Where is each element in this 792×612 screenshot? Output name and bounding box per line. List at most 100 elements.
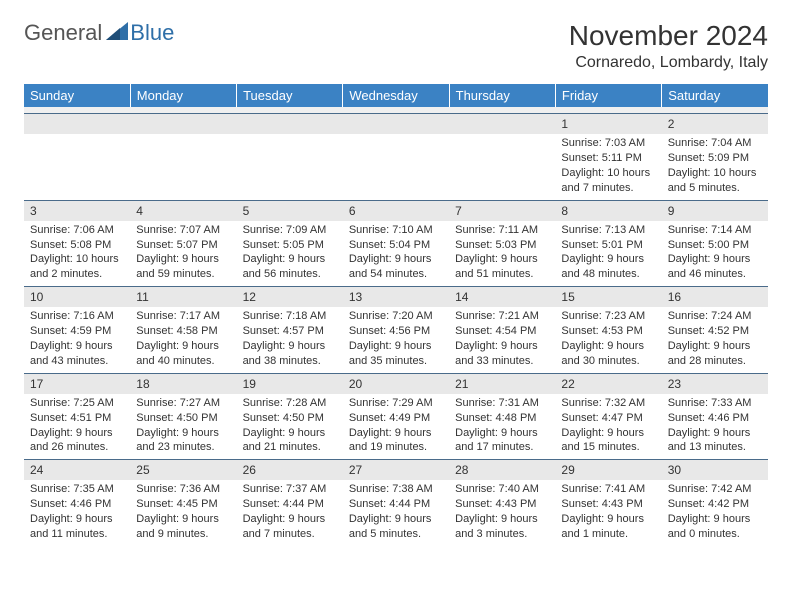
daylight-line2: and 56 minutes. [243,267,337,282]
day-number: 27 [343,459,449,480]
daylight-line2: and 19 minutes. [349,440,443,455]
calendar-week-row: 17Sunrise: 7:25 AMSunset: 4:51 PMDayligh… [24,373,768,460]
sunrise-text: Sunrise: 7:09 AM [243,223,337,238]
daylight-line1: Daylight: 9 hours [136,339,230,354]
day-number: 14 [449,286,555,307]
weekday-header: Tuesday [237,84,343,107]
sunrise-text: Sunrise: 7:16 AM [30,309,124,324]
calendar-day-cell: 24Sunrise: 7:35 AMSunset: 4:46 PMDayligh… [24,459,130,546]
daylight-line1: Daylight: 9 hours [349,512,443,527]
sunset-text: Sunset: 5:11 PM [561,151,655,166]
sunrise-text: Sunrise: 7:24 AM [668,309,762,324]
logo-triangle-icon [106,22,128,45]
day-number: 13 [343,286,449,307]
daylight-line2: and 13 minutes. [668,440,762,455]
sunset-text: Sunset: 4:46 PM [30,497,124,512]
calendar-day-cell: 22Sunrise: 7:32 AMSunset: 4:47 PMDayligh… [555,373,661,460]
calendar-day-cell: 9Sunrise: 7:14 AMSunset: 5:00 PMDaylight… [662,200,768,287]
daylight-line2: and 23 minutes. [136,440,230,455]
calendar-day-cell: 5Sunrise: 7:09 AMSunset: 5:05 PMDaylight… [237,200,343,287]
sunset-text: Sunset: 4:52 PM [668,324,762,339]
sunset-text: Sunset: 4:44 PM [349,497,443,512]
day-body: Sunrise: 7:32 AMSunset: 4:47 PMDaylight:… [555,394,661,459]
daylight-line2: and 43 minutes. [30,354,124,369]
sunrise-text: Sunrise: 7:11 AM [455,223,549,238]
day-number [449,113,555,134]
sunrise-text: Sunrise: 7:35 AM [30,482,124,497]
calendar-day-cell: 30Sunrise: 7:42 AMSunset: 4:42 PMDayligh… [662,459,768,546]
day-number: 22 [555,373,661,394]
day-body: Sunrise: 7:03 AMSunset: 5:11 PMDaylight:… [555,134,661,199]
day-body [130,134,236,194]
day-number: 23 [662,373,768,394]
daylight-line2: and 5 minutes. [349,527,443,542]
sunrise-text: Sunrise: 7:17 AM [136,309,230,324]
day-number: 28 [449,459,555,480]
calendar-week-row: 10Sunrise: 7:16 AMSunset: 4:59 PMDayligh… [24,286,768,373]
calendar-day-cell: 17Sunrise: 7:25 AMSunset: 4:51 PMDayligh… [24,373,130,460]
day-number: 15 [555,286,661,307]
sunrise-text: Sunrise: 7:07 AM [136,223,230,238]
sunset-text: Sunset: 4:46 PM [668,411,762,426]
day-body [24,134,130,194]
sunset-text: Sunset: 4:58 PM [136,324,230,339]
sunset-text: Sunset: 5:09 PM [668,151,762,166]
daylight-line1: Daylight: 9 hours [243,252,337,267]
day-body: Sunrise: 7:21 AMSunset: 4:54 PMDaylight:… [449,307,555,372]
daylight-line1: Daylight: 9 hours [561,339,655,354]
day-body: Sunrise: 7:16 AMSunset: 4:59 PMDaylight:… [24,307,130,372]
day-body: Sunrise: 7:38 AMSunset: 4:44 PMDaylight:… [343,480,449,545]
daylight-line2: and 7 minutes. [243,527,337,542]
day-number: 6 [343,200,449,221]
weekday-header: Saturday [662,84,768,107]
daylight-line2: and 7 minutes. [561,181,655,196]
daylight-line2: and 0 minutes. [668,527,762,542]
day-body: Sunrise: 7:17 AMSunset: 4:58 PMDaylight:… [130,307,236,372]
sunrise-text: Sunrise: 7:10 AM [349,223,443,238]
day-body: Sunrise: 7:33 AMSunset: 4:46 PMDaylight:… [662,394,768,459]
calendar-day-cell: 8Sunrise: 7:13 AMSunset: 5:01 PMDaylight… [555,200,661,287]
sunset-text: Sunset: 4:53 PM [561,324,655,339]
daylight-line1: Daylight: 9 hours [243,426,337,441]
weekday-header: Thursday [449,84,555,107]
daylight-line2: and 35 minutes. [349,354,443,369]
daylight-line1: Daylight: 9 hours [455,426,549,441]
calendar-day-cell: 25Sunrise: 7:36 AMSunset: 4:45 PMDayligh… [130,459,236,546]
calendar-day-cell: 6Sunrise: 7:10 AMSunset: 5:04 PMDaylight… [343,200,449,287]
calendar-day-cell: 10Sunrise: 7:16 AMSunset: 4:59 PMDayligh… [24,286,130,373]
weekday-header: Monday [130,84,236,107]
day-body: Sunrise: 7:06 AMSunset: 5:08 PMDaylight:… [24,221,130,286]
sunset-text: Sunset: 4:50 PM [136,411,230,426]
calendar-day-cell: 11Sunrise: 7:17 AMSunset: 4:58 PMDayligh… [130,286,236,373]
day-number: 30 [662,459,768,480]
sunrise-text: Sunrise: 7:06 AM [30,223,124,238]
sunset-text: Sunset: 4:47 PM [561,411,655,426]
day-body: Sunrise: 7:11 AMSunset: 5:03 PMDaylight:… [449,221,555,286]
day-number: 8 [555,200,661,221]
daylight-line1: Daylight: 9 hours [561,426,655,441]
day-number: 19 [237,373,343,394]
sunrise-text: Sunrise: 7:32 AM [561,396,655,411]
sunset-text: Sunset: 4:56 PM [349,324,443,339]
day-number: 10 [24,286,130,307]
calendar-day-cell: 2Sunrise: 7:04 AMSunset: 5:09 PMDaylight… [662,113,768,200]
month-title: November 2024 [569,20,768,52]
sunrise-text: Sunrise: 7:31 AM [455,396,549,411]
sunrise-text: Sunrise: 7:03 AM [561,136,655,151]
daylight-line1: Daylight: 9 hours [561,252,655,267]
calendar-day-cell: 16Sunrise: 7:24 AMSunset: 4:52 PMDayligh… [662,286,768,373]
daylight-line2: and 1 minute. [561,527,655,542]
weekday-header: Wednesday [343,84,449,107]
daylight-line2: and 5 minutes. [668,181,762,196]
sunrise-text: Sunrise: 7:27 AM [136,396,230,411]
day-number: 7 [449,200,555,221]
day-number: 2 [662,113,768,134]
daylight-line1: Daylight: 9 hours [668,426,762,441]
calendar-week-row: 1Sunrise: 7:03 AMSunset: 5:11 PMDaylight… [24,113,768,200]
calendar-day-cell: 7Sunrise: 7:11 AMSunset: 5:03 PMDaylight… [449,200,555,287]
day-body: Sunrise: 7:40 AMSunset: 4:43 PMDaylight:… [449,480,555,545]
daylight-line2: and 51 minutes. [455,267,549,282]
daylight-line1: Daylight: 10 hours [668,166,762,181]
day-number: 16 [662,286,768,307]
sunset-text: Sunset: 5:03 PM [455,238,549,253]
